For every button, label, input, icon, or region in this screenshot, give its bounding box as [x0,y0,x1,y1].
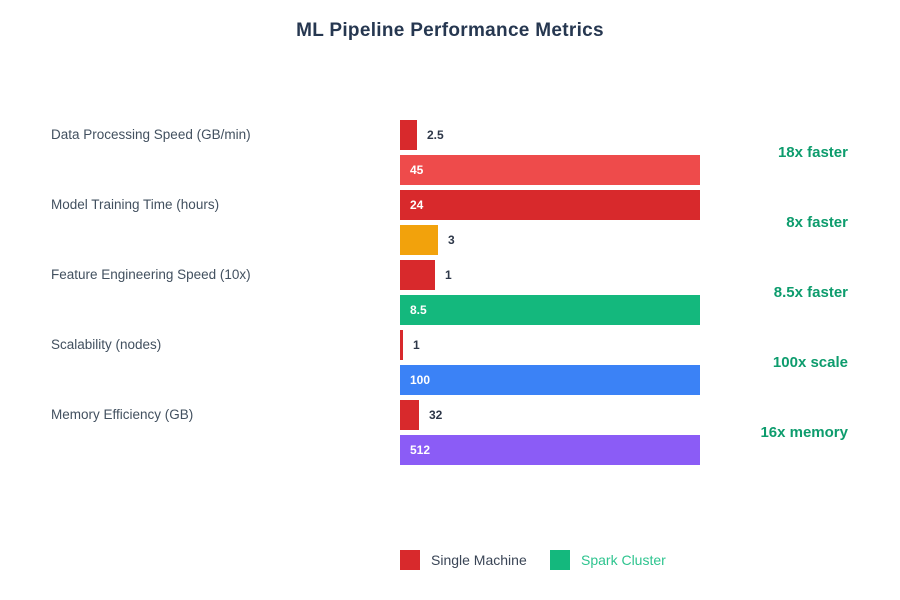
bar-single-machine [400,120,417,150]
speedup-annotation: 100x scale [772,354,848,371]
bar-value-label: 24 [410,198,424,212]
bar-spark-cluster [400,365,700,395]
legend-label-single-machine: Single Machine [431,552,527,568]
speedup-annotation: 16x memory [760,424,848,441]
bar-value-label: 1 [445,268,452,282]
bar-value-label: 45 [410,163,424,177]
bar-value-label: 1 [413,338,420,352]
bar-spark-cluster [400,225,438,255]
bar-value-label: 2.5 [427,128,444,142]
bar-value-label: 100 [410,373,431,387]
bar-spark-cluster [400,295,700,325]
bar-single-machine [400,260,435,290]
bar-value-label: 32 [429,408,443,422]
bar-value-label: 8.5 [410,303,427,317]
category-label: Data Processing Speed (GB/min) [51,127,251,142]
category-label: Model Training Time (hours) [51,197,220,212]
legend-label-spark-cluster: Spark Cluster [581,552,666,568]
bar-value-label: 512 [410,443,431,457]
bar-single-machine [400,190,700,220]
bar-spark-cluster [400,435,700,465]
legend-item-spark-cluster: Spark Cluster [550,550,666,570]
chart-title: ML Pipeline Performance Metrics [296,20,604,41]
bar-spark-cluster [400,155,700,185]
legend-swatch-single-machine [400,550,420,570]
category-label: Memory Efficiency (GB) [51,407,194,422]
legend-item-single-machine: Single Machine [400,550,527,570]
speedup-annotation: 8x faster [786,214,848,231]
category-label: Scalability (nodes) [51,337,162,352]
speedup-annotation: 18x faster [777,144,848,161]
bar-value-label: 3 [448,233,455,247]
category-label: Feature Engineering Speed (10x) [51,267,251,282]
bar-single-machine [400,400,419,430]
legend-swatch-spark-cluster [550,550,570,570]
bar-single-machine [400,330,403,360]
speedup-annotation: 8.5x faster [773,284,848,301]
